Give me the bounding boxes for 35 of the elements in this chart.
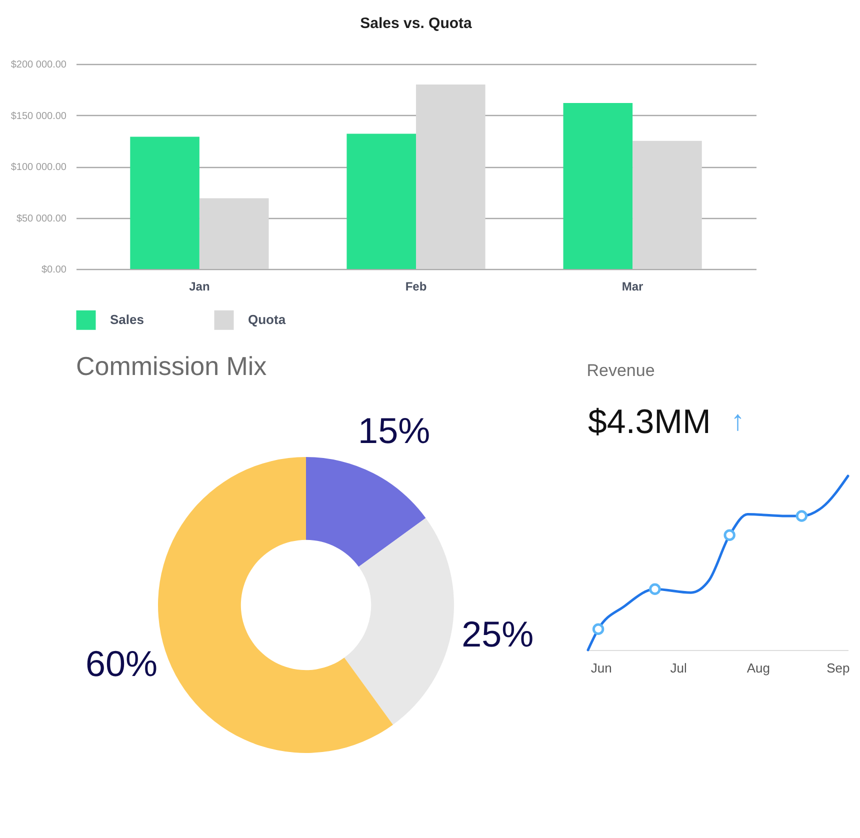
y-tick-label: $0.00 — [41, 264, 67, 276]
x-tick-label: Sep — [826, 660, 850, 676]
data-label: 25% — [462, 613, 534, 654]
point — [649, 583, 661, 595]
x-tick-label: Jun — [590, 660, 612, 676]
bar — [416, 84, 486, 269]
x-tick-label: Feb — [405, 280, 427, 294]
x-tick-label: Jul — [670, 660, 688, 676]
bar — [346, 134, 416, 269]
point — [592, 623, 604, 635]
chart-subtitle: $4.3MM — [588, 403, 711, 441]
legend-label: Sales — [110, 312, 144, 328]
donut-slice — [344, 518, 454, 725]
chart-title: Commission Mix — [76, 351, 267, 381]
y-tick-label: $150 000.00 — [10, 110, 67, 122]
x-tick-label: Mar — [622, 280, 644, 294]
text: ↑ — [730, 405, 745, 436]
data-label: 15% — [358, 410, 430, 452]
data-label: 60% — [85, 642, 158, 684]
donut-slice — [306, 457, 426, 567]
x-tick-label: Aug — [746, 660, 770, 676]
point — [724, 529, 736, 542]
point — [796, 510, 808, 522]
y-tick-label: $50 000.00 — [16, 213, 67, 224]
bar — [632, 140, 702, 269]
bar — [199, 198, 269, 269]
x-tick-label: Jan — [189, 280, 210, 294]
bar — [563, 102, 633, 269]
bar — [130, 136, 200, 269]
y-tick-label: $100 000.00 — [10, 162, 67, 173]
donut-slice — [158, 457, 393, 753]
chart-title: Sales vs. Quota — [360, 15, 473, 32]
y-tick-label: $200 000.00 — [10, 60, 67, 70]
legend-label: Quota — [248, 312, 286, 328]
chart-title: Revenue — [586, 361, 655, 380]
